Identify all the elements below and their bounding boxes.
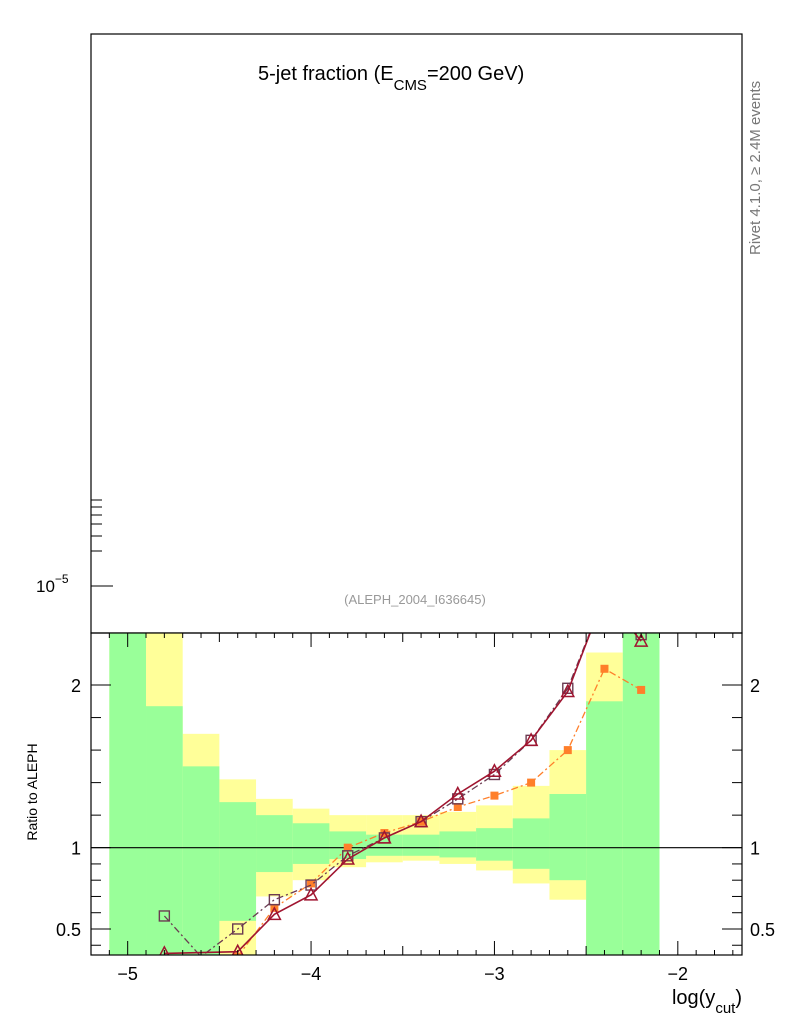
green-band-bin <box>549 794 587 881</box>
series-point <box>490 791 499 800</box>
series-line-3 <box>164 633 642 955</box>
series-point <box>413 813 429 828</box>
y-tick-label: 1 <box>71 839 81 859</box>
green-band-bin <box>622 633 660 955</box>
ratio-axis-ticks: −5 −4 −3 −2 0.5 0.5 1 1 2 2 <box>56 633 775 984</box>
uncertainty-bands <box>109 633 660 955</box>
ratio-panel: −5 −4 −3 −2 0.5 0.5 1 1 2 2 Ratio to ALEPH log(yc… <box>24 632 775 1017</box>
series-point <box>450 785 465 800</box>
series-point <box>307 879 316 888</box>
main-panel: 5-jet fraction (ECMS=200 GeV) Rivet 4.1.… <box>36 33 764 634</box>
analysis-watermark: (ALEPH_2004_I636645) <box>344 592 486 607</box>
x-tick-label: −4 <box>301 964 322 984</box>
series-point <box>267 906 282 921</box>
series-point <box>523 732 539 747</box>
series-point <box>268 894 281 906</box>
series-point <box>563 746 572 755</box>
x-tick-label: −5 <box>117 964 138 984</box>
series-point <box>377 829 392 844</box>
main-y-minor-ticks <box>91 499 113 587</box>
series-point <box>231 943 244 955</box>
series-point <box>637 685 646 694</box>
x-tick-label: −2 <box>668 964 689 984</box>
green-band-bin <box>146 706 183 955</box>
ratio-frame <box>90 632 743 956</box>
series-point <box>527 778 536 787</box>
green-band-bin <box>439 831 477 858</box>
green-band-bin <box>512 818 550 869</box>
green-band-bin <box>256 815 293 873</box>
green-band-bin <box>366 834 403 856</box>
series-point <box>340 850 355 865</box>
green-band-bin <box>182 766 220 955</box>
y-tick-label-right: 1 <box>750 839 760 859</box>
ratio-y-label: Ratio to ALEPH <box>24 743 40 840</box>
green-band-bin <box>586 701 623 955</box>
green-band-bin <box>476 828 513 861</box>
y-tick-label-right: 2 <box>750 676 760 696</box>
main-y-tick-label: 10−5 <box>36 572 69 596</box>
green-band-bin <box>219 802 257 921</box>
x-axis-label: log(ycut) <box>672 987 742 1017</box>
y-tick-label: 0.5 <box>56 920 81 940</box>
plot-title: 5-jet fraction (ECMS=200 GeV) <box>258 63 524 94</box>
series-point <box>305 879 317 891</box>
y-tick-label-right: 0.5 <box>750 920 775 940</box>
green-band-bin <box>109 633 147 955</box>
series-point <box>487 763 502 777</box>
series-point <box>562 682 574 694</box>
series-point <box>560 683 576 698</box>
series-point <box>633 633 649 647</box>
series-point <box>158 910 171 922</box>
series-point <box>600 664 609 673</box>
side-label: Rivet 4.1.0, ≥ 2.4M events <box>747 81 764 255</box>
series-point <box>343 843 352 852</box>
series-point <box>303 886 319 901</box>
y-tick-label: 2 <box>71 676 81 696</box>
series-point <box>232 923 244 935</box>
series-point <box>159 945 170 955</box>
green-band-bin <box>402 834 440 856</box>
series-point <box>453 803 462 812</box>
main-frame <box>90 33 743 634</box>
green-band-bin <box>292 823 330 864</box>
series-group <box>158 633 649 955</box>
x-tick-label: −3 <box>484 964 505 984</box>
